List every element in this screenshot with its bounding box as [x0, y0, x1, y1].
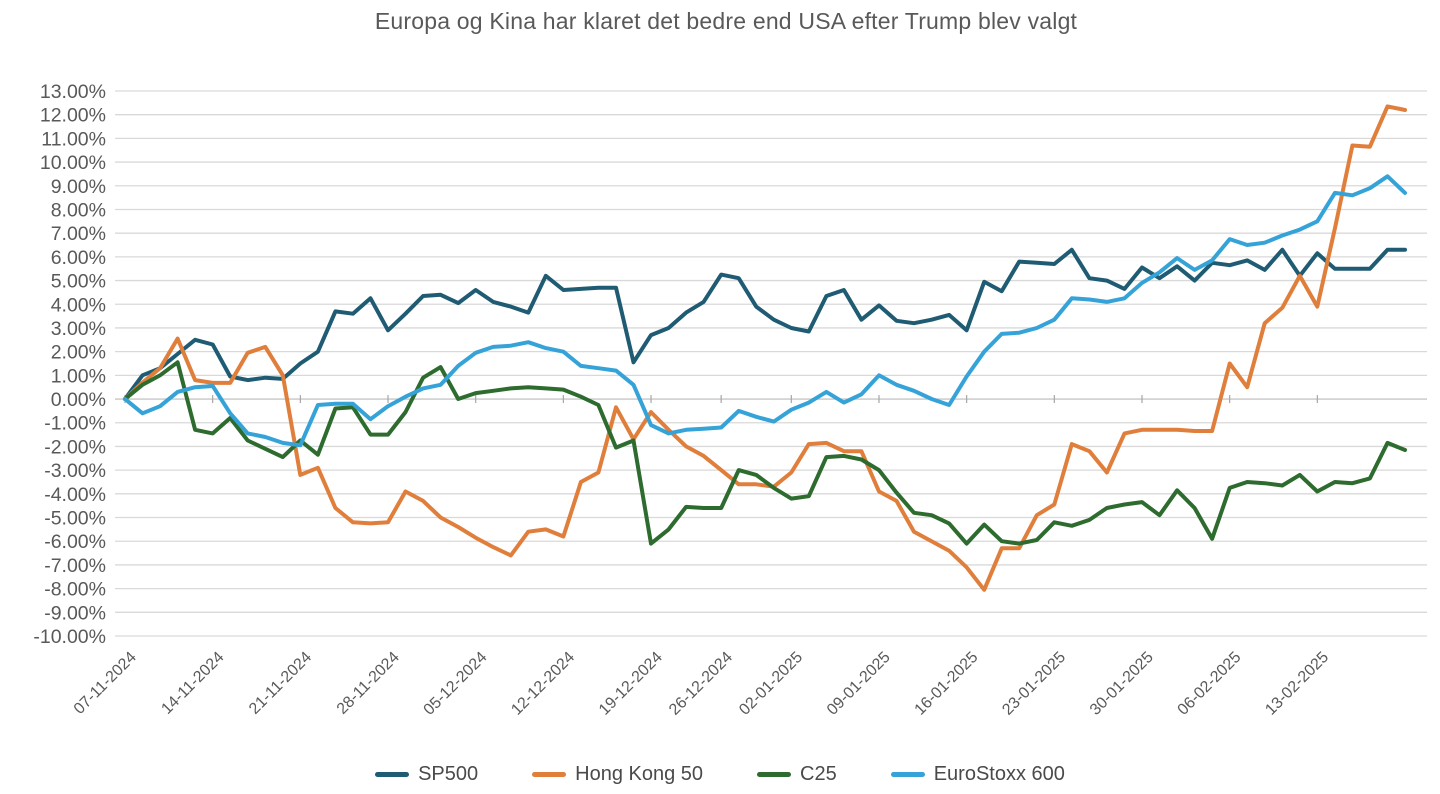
x-tick-label: 28-11-2024	[334, 649, 403, 718]
x-tick-label: 19-12-2024	[596, 649, 666, 719]
y-tick-label: -3.00%	[44, 460, 106, 482]
y-tick-label: 6.00%	[51, 247, 106, 269]
y-tick-label: -6.00%	[44, 531, 106, 553]
y-tick-label: 5.00%	[51, 271, 106, 293]
legend-item-eurostoxx-600: EuroStoxx 600	[890, 763, 1065, 786]
y-tick-label: -9.00%	[44, 602, 106, 624]
legend-swatch-icon	[375, 772, 410, 777]
x-tick-label: 16-01-2025	[912, 649, 982, 719]
y-tick-label: 13.00%	[40, 81, 106, 103]
legend-item-hong-kong-50: Hong Kong 50	[532, 763, 703, 786]
y-tick-label: 3.00%	[51, 318, 106, 340]
x-tick-label: 06-02-2025	[1175, 649, 1245, 719]
legend-label: EuroStoxx 600	[933, 763, 1065, 785]
legend-swatch-icon	[532, 772, 567, 777]
y-tick-label: 10.00%	[40, 152, 106, 174]
x-axis-ticks	[124, 395, 1318, 404]
y-tick-label: -2.00%	[44, 436, 106, 458]
x-tick-label: 07-11-2024	[71, 649, 140, 718]
y-tick-label: 12.00%	[40, 105, 106, 127]
y-tick-label: -5.00%	[44, 508, 106, 530]
x-tick-label: 30-01-2025	[1087, 649, 1157, 719]
legend-swatch-icon	[890, 772, 925, 777]
y-tick-label: -8.00%	[44, 579, 106, 601]
x-tick-label: 26-12-2024	[666, 649, 736, 719]
y-tick-label: 0.00%	[51, 389, 106, 411]
y-tick-label: 9.00%	[51, 176, 106, 198]
x-tick-label: 12-12-2024	[508, 649, 578, 719]
line-sp500	[123, 247, 1407, 401]
x-tick-label: 21-11-2024	[246, 649, 315, 718]
y-tick-label: -1.00%	[44, 413, 106, 435]
legend-label: SP500	[418, 763, 479, 785]
y-tick-label: 8.00%	[51, 199, 106, 221]
y-axis-labels: 13.00%12.00%11.00%10.00%9.00%8.00%7.00%6…	[33, 81, 106, 648]
x-tick-label: 13-02-2025	[1262, 649, 1332, 719]
line-eurostoxx-600	[123, 174, 1407, 448]
y-tick-label: -4.00%	[44, 484, 106, 506]
x-tick-label: 14-11-2024	[158, 649, 227, 718]
legend-label: C25	[800, 763, 837, 785]
x-axis-labels: 07-11-2024 14-11-2024 21-11-2024 28-11-2024…	[71, 649, 1332, 719]
x-tick-label: 05-12-2024	[421, 649, 491, 719]
y-tick-label: 4.00%	[51, 294, 106, 316]
x-tick-label: 02-01-2025	[736, 649, 806, 719]
y-tick-label: -7.00%	[44, 555, 106, 577]
chart-legend: SP500 Hong Kong 50 C25 EuroStoxx 600	[0, 763, 1440, 786]
legend-item-sp500: SP500	[375, 763, 478, 786]
line-hong-kong-50	[123, 104, 1407, 592]
chart-title: Europa og Kina har klaret det bedre end …	[374, 8, 1078, 34]
x-tick-label: 23-01-2025	[999, 649, 1069, 719]
legend-item-c25: C25	[757, 763, 837, 786]
y-tick-label: 2.00%	[51, 342, 106, 364]
y-tick-label: 7.00%	[51, 223, 106, 245]
series-lines	[123, 104, 1407, 592]
legend-swatch-icon	[757, 772, 792, 777]
y-tick-label: 1.00%	[51, 365, 106, 387]
line-c25	[123, 360, 1407, 546]
y-tick-label: -10.00%	[33, 626, 106, 648]
legend-label: Hong Kong 50	[575, 763, 704, 785]
x-tick-label: 09-01-2025	[824, 649, 894, 719]
y-tick-label: 11.00%	[41, 128, 106, 150]
